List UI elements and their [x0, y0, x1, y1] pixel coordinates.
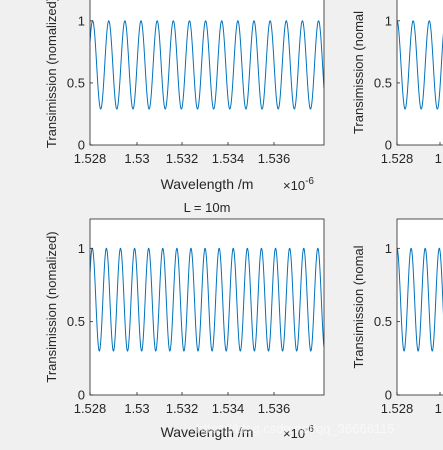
- y-tick-label: 0.5: [67, 314, 85, 329]
- y-tick-label: 0: [78, 138, 85, 153]
- subplot-3: 0 0.5 1 1.528 1.53 1.532 1.534 1.536 Transimissi…: [44, 200, 325, 441]
- axes-box: [89, 0, 325, 146]
- x-axis-label: Wavelength /m: [161, 424, 254, 440]
- y-tick-label: 0: [385, 388, 392, 403]
- plot-area: [90, 219, 324, 395]
- y-tick-label: 0.5: [67, 75, 85, 90]
- subplot-2: 0 0.5 1 1.528 1. Transimission (nomal: [351, 0, 443, 166]
- axes-box: [89, 218, 325, 396]
- x-tick-label: 1.: [435, 401, 443, 416]
- y-axis-label: Transimission (nomal: [351, 245, 366, 368]
- multiplier-exponent: -6: [305, 424, 314, 435]
- subplot-1: 0 0.5 1 1.528 1.53 1.532 1.534 1.536 Transimissi…: [44, 0, 325, 193]
- plot-area: [397, 0, 443, 145]
- y-tick-label: 0.5: [374, 314, 392, 329]
- series-line-1: [90, 20, 324, 110]
- subplot-4: 0 0.5 1 1.528 1. Transimission (nomal: [351, 218, 443, 416]
- multiplier-base: ×10: [283, 178, 305, 193]
- y-tick-label: 0: [78, 388, 85, 403]
- x-tick-label: 1.536: [258, 401, 291, 416]
- y-tick-label: 1: [78, 241, 85, 256]
- x-tick-label: 1.528: [74, 151, 107, 166]
- y-tick-label: 0: [385, 138, 392, 153]
- x-axis-label: Wavelength /m: [161, 176, 254, 192]
- y-tick-label: 1: [78, 13, 85, 28]
- x-tick-label: 1.528: [381, 401, 414, 416]
- x-tick-label: 1.53: [124, 151, 149, 166]
- plot-area: [397, 219, 443, 395]
- y-axis-label: Transimission (nomalized): [44, 231, 59, 382]
- series-line-1: [397, 247, 443, 352]
- subplot-title: L = 10m: [184, 200, 231, 215]
- x-tick-label: 1.534: [212, 401, 245, 416]
- x-tick-label: 1.532: [166, 151, 199, 166]
- y-tick-label: 1: [385, 13, 392, 28]
- y-tick-label: 1: [385, 241, 392, 256]
- watermark-text: https://blog.csdn.net/qq_36666115: [196, 421, 395, 436]
- x-tick-label: 1.532: [166, 401, 199, 416]
- multiplier-exponent: -6: [305, 176, 314, 187]
- multiplier-base: ×10: [283, 426, 305, 441]
- y-axis-label: Transimission (nomalized): [44, 0, 59, 148]
- x-tick-label: 1.528: [381, 151, 414, 166]
- x-tick-label: 1.536: [258, 151, 291, 166]
- axes-box: [396, 0, 443, 146]
- x-axis-multiplier: ×10-6: [283, 176, 314, 193]
- axes-box: [396, 218, 443, 396]
- x-axis-multiplier: ×10-6: [283, 424, 314, 441]
- y-axis-label: Transimission (nomal: [351, 11, 366, 134]
- x-tick-label: 1.53: [124, 401, 149, 416]
- y-tick-label: 0.5: [374, 75, 392, 90]
- x-tick-label: 1.: [435, 151, 443, 166]
- series-line-1: [397, 20, 443, 110]
- series-line-1: [90, 247, 324, 352]
- x-tick-label: 1.528: [74, 401, 107, 416]
- x-tick-label: 1.534: [212, 151, 245, 166]
